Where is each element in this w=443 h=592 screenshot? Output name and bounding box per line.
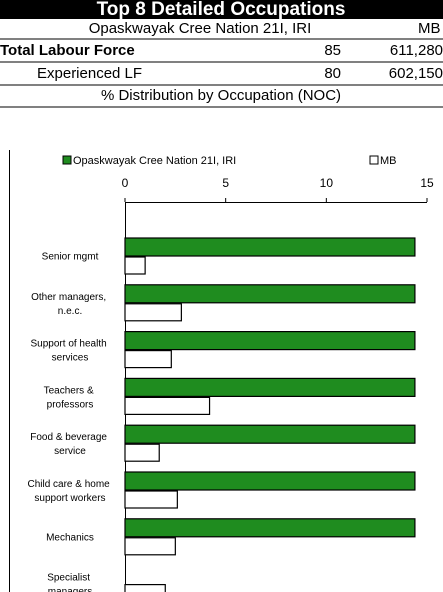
category-label: Support of health services (31, 338, 110, 363)
legend-label: MB (380, 155, 397, 167)
section-title: % Distribution by Occupation (NOC) (101, 87, 341, 104)
title: Top 8 Detailed Occupations (97, 0, 346, 20)
category-label: Child care & home support workers (27, 479, 112, 504)
bar (124, 350, 172, 369)
bar (124, 490, 178, 509)
bar (124, 518, 416, 538)
bar (124, 284, 416, 304)
bar (124, 237, 416, 257)
bar (124, 471, 416, 491)
legend-swatch (62, 155, 72, 165)
row-label: Total Labour Force (0, 42, 135, 59)
legend-swatch (369, 155, 379, 165)
chart: Opaskwayak Cree Nation 21I, IRI MB 0 5 10 15 S… (27, 155, 434, 592)
x-tick-label: 10 (320, 176, 334, 190)
category-label: Other managers, n.e.c. (31, 291, 109, 316)
bar (124, 303, 182, 322)
bar (124, 537, 176, 556)
column-header: Opaskwayak Cree Nation 21I, IRI (89, 20, 312, 37)
cell: 80 (324, 65, 341, 82)
bar (124, 396, 211, 415)
cell: 85 (324, 42, 341, 59)
category-label: Senior mgmt (42, 252, 99, 263)
legend-label: Opaskwayak Cree Nation 21I, IRI (73, 155, 236, 167)
bar (124, 443, 160, 462)
bar (124, 256, 146, 275)
bar (124, 377, 416, 397)
bar (124, 424, 416, 444)
x-tick-label: 5 (222, 176, 229, 190)
row-label: Experienced LF (37, 65, 142, 82)
cell: 611,280 (390, 42, 443, 59)
category-label: Teachers & professors (44, 385, 97, 410)
bar (124, 331, 416, 351)
bar (124, 583, 166, 592)
title-bar (0, 0, 443, 19)
category-label: Mechanics (46, 532, 94, 543)
category-label: Food & beverage service (30, 432, 110, 457)
cell: 602,150 (389, 65, 443, 82)
category-label: Specialist managers (47, 572, 93, 592)
x-tick-label: 0 (122, 176, 129, 190)
x-tick-label: 15 (420, 176, 434, 190)
column-header: MB (418, 20, 441, 37)
